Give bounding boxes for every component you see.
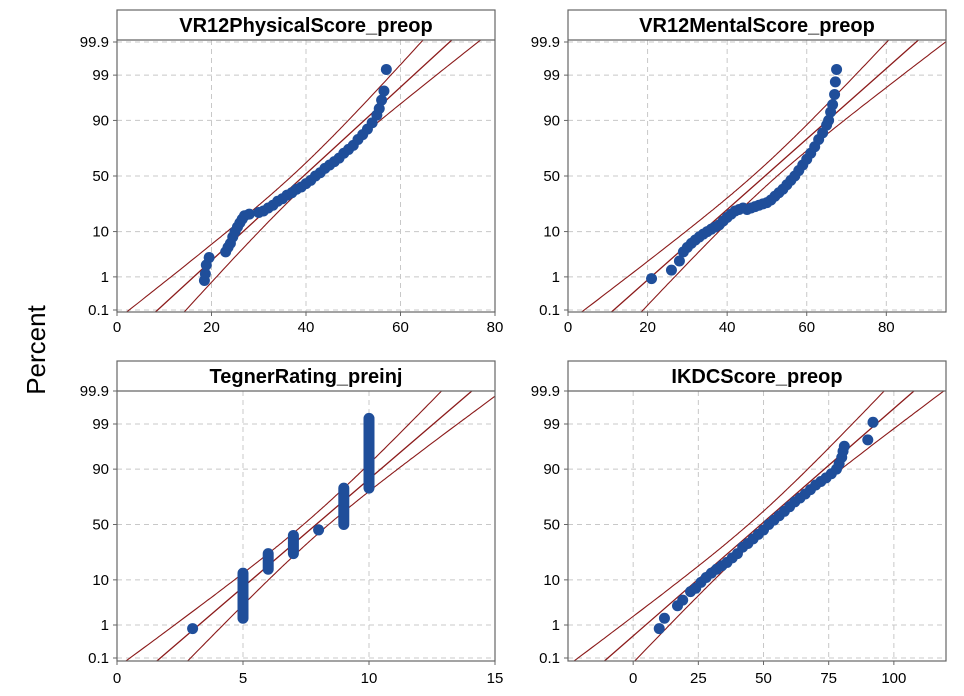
data-points [653,416,879,635]
data-point [658,612,670,624]
y-tick-label: 0.1 [539,302,560,319]
x-tick-label: 100 [881,670,906,687]
x-tick-label: 40 [719,319,736,336]
confidence-band-upper [125,40,424,312]
y-tick-label: 0.1 [539,650,560,667]
data-point [378,85,390,97]
y-tick-label: 99.9 [531,383,560,400]
data-point [823,114,835,126]
data-point [829,76,841,88]
data-point [665,264,677,276]
data-point [831,63,843,75]
x-tick-label: 20 [203,319,220,336]
data-point [203,252,215,264]
data-point [243,208,255,220]
y-tick-label: 50 [92,517,109,534]
panel-frame [116,360,496,662]
x-tick-label: 25 [690,670,707,687]
y-tick-label: 1 [101,617,109,634]
y-tick-label: 1 [552,617,560,634]
x-tick-label: 40 [298,319,315,336]
confidence-band-upper [573,391,885,661]
data-point [827,99,839,111]
y-tick-label: 99 [543,416,560,433]
plot-area: VR12PhysicalScore_preop 0.1 1 10 50 90 99 99.9 0… [80,9,504,336]
y-tick-label: 1 [552,269,560,286]
x-tick-label: 0 [113,670,121,687]
y-tick-label: 99.9 [80,383,109,400]
panel-title: VR12PhysicalScore_preop [179,15,432,37]
grid [568,40,946,312]
panel-title: TegnerRating_preinj [210,366,403,388]
confidence-band-lower [186,395,495,661]
y-tick-label: 50 [543,168,560,185]
data-point [187,623,199,635]
data-point [677,594,689,606]
x-tick-label: 80 [487,319,504,336]
x-tick-label: 0 [564,319,572,336]
plot-area: IKDCScore_preop 0.1 1 10 50 90 99 99.9 0 25 50 75 10… [531,360,947,687]
data-points [187,412,375,635]
y-tick-label: 10 [92,572,109,589]
x-tick-label: 60 [392,319,409,336]
y-tick-label: 99 [92,67,109,84]
x-tick-label: 75 [820,670,837,687]
x-tick-label: 15 [487,670,504,687]
data-point [862,434,874,446]
y-tick-label: 50 [543,517,560,534]
data-point [313,524,325,536]
confidence-band-lower [633,391,945,661]
data-point [838,440,850,452]
x-tick-label: 0 [113,319,121,336]
y-tick-label: 99 [543,67,560,84]
panel-frame [567,9,947,313]
y-tick-label: 90 [543,112,560,129]
y-tick-label: 90 [543,461,560,478]
y-tick-label: 10 [543,572,560,589]
x-tick-label: 60 [798,319,815,336]
data-point [199,268,211,280]
confidence-band-upper [124,391,443,661]
data-points [198,63,392,286]
fit-line [154,40,453,312]
y-tick-label: 0.1 [88,302,109,319]
y-tick-label: 10 [543,224,560,241]
data-point [373,103,385,115]
data-points [646,63,843,285]
panel-frame [567,360,947,662]
x-tick-label: 20 [639,319,656,336]
panel-title: VR12MentalScore_preop [639,15,875,37]
y-tick-label: 0.1 [88,650,109,667]
y-tick-label: 1 [101,269,109,286]
plot-area: TegnerRating_preinj 0.1 1 10 50 90 99 99.9 0 5 10 1… [80,360,504,687]
x-tick-label: 80 [878,319,895,336]
data-point [653,623,665,635]
data-point [673,255,685,267]
x-tick-label: 10 [361,670,378,687]
panel-title: IKDCScore_preop [671,366,842,388]
y-tick-label: 90 [92,112,109,129]
y-tick-label: 10 [92,224,109,241]
grid [117,40,495,312]
confidence-band-upper [580,40,890,312]
y-tick-label: 99.9 [531,34,560,51]
plot-area: VR12MentalScore_preop 0.1 1 10 50 90 99 99.9 0 20… [531,9,947,336]
y-tick-label: 50 [92,168,109,185]
x-tick-label: 0 [629,670,637,687]
x-tick-label: 50 [755,670,772,687]
y-tick-label: 90 [92,461,109,478]
data-point [646,273,658,285]
x-tick-label: 5 [239,670,247,687]
data-point [376,94,388,106]
y-tick-label: 99 [92,416,109,433]
data-point [380,63,392,75]
data-point [867,416,879,428]
data-point [829,88,841,100]
y-tick-label: 99.9 [80,34,109,51]
